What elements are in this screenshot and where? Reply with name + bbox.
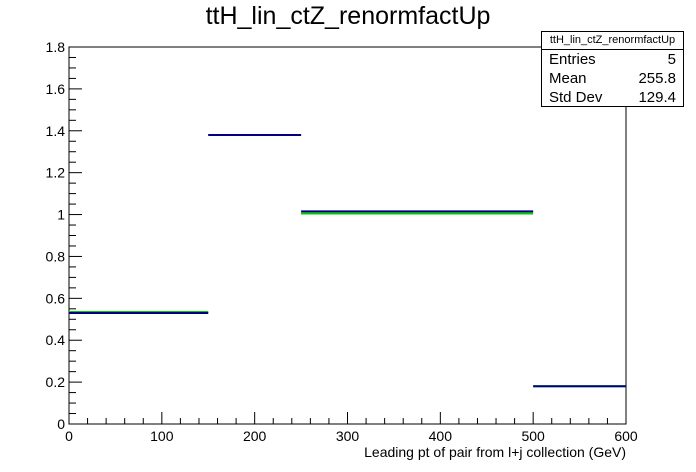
x-tick-label: 500 — [521, 428, 545, 444]
stats-box: ttH_lin_ctZ_renormfactUp Entries 5 Mean … — [541, 31, 684, 107]
x-tick-label: 200 — [243, 428, 267, 444]
y-tick-label: 1.8 — [46, 39, 66, 55]
chart-title: ttH_lin_ctZ_renormfactUp — [205, 2, 491, 30]
x-tick-label: 300 — [336, 428, 360, 444]
y-tick-label: 0.8 — [46, 248, 66, 264]
stats-value-mean: 255.8 — [638, 70, 676, 87]
y-tick-label: 0.4 — [46, 332, 66, 348]
y-tick-label: 0 — [57, 416, 65, 432]
x-tick-label: 400 — [429, 428, 453, 444]
x-tick-label: 0 — [65, 428, 73, 444]
stats-label-mean: Mean — [549, 70, 587, 87]
stats-value-entries: 5 — [667, 51, 676, 68]
stats-label-entries: Entries — [549, 51, 596, 68]
y-tick-label: 0.6 — [46, 290, 66, 306]
y-tick-label: 1.2 — [46, 165, 66, 181]
stats-row-entries: Entries 5 — [542, 50, 683, 69]
y-tick-label: 1 — [57, 207, 65, 223]
x-axis-label: Leading pt of pair from l+j collection (… — [364, 444, 626, 460]
x-tick-label: 600 — [614, 428, 638, 444]
stats-row-stddev: Std Dev 129.4 — [542, 88, 683, 107]
stats-box-name: ttH_lin_ctZ_renormfactUp — [542, 32, 683, 50]
y-tick-label: 0.2 — [46, 374, 66, 390]
y-tick-label: 1.4 — [46, 123, 66, 139]
stats-row-mean: Mean 255.8 — [542, 69, 683, 88]
stats-label-stddev: Std Dev — [549, 89, 603, 106]
stats-value-stddev: 129.4 — [638, 89, 676, 106]
x-tick-label: 100 — [150, 428, 174, 444]
y-tick-label: 1.6 — [46, 81, 66, 97]
